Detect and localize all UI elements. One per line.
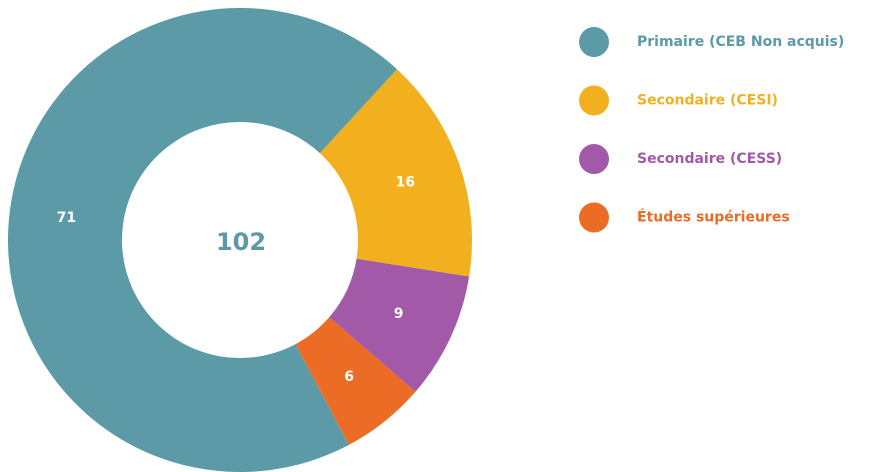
donut-slice: [295, 317, 416, 445]
donut-slice: [8, 7, 398, 472]
legend-swatch: [579, 27, 609, 57]
donut-slice: [329, 258, 470, 392]
legend-swatch: [579, 85, 609, 116]
donut-slice: [319, 69, 473, 277]
data-label: 16: [396, 175, 415, 191]
legend-label: Études supérieures: [637, 209, 790, 226]
legend-label: Secondaire (CESI): [637, 93, 778, 109]
data-label: 9: [394, 306, 404, 322]
legend-swatch: [579, 144, 609, 174]
legend-label: Primaire (CEB Non acquis): [637, 34, 844, 50]
data-label: 6: [344, 369, 354, 385]
data-label: 71: [57, 210, 76, 226]
legend-label: Secondaire (CESS): [637, 151, 782, 167]
legend-swatch: [579, 202, 609, 233]
donut-total: 102: [216, 228, 266, 256]
